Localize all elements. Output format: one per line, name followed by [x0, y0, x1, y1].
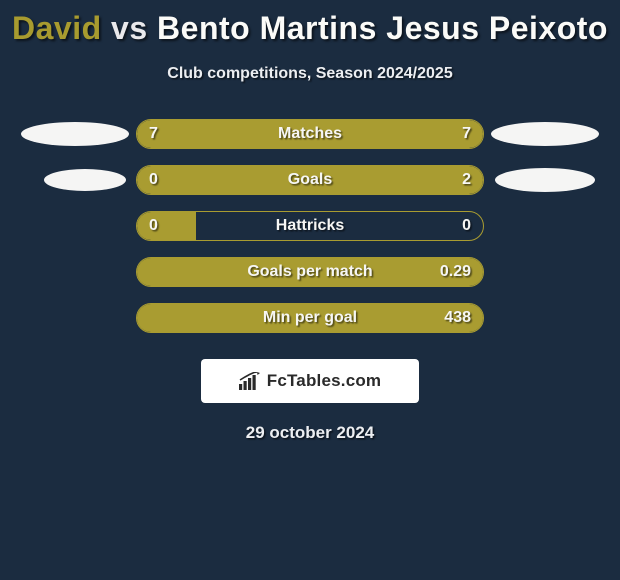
stat-row: 7 7 Matches: [0, 111, 620, 157]
player1-ellipse: [44, 169, 126, 191]
right-shape-slot: [490, 203, 600, 249]
stat-value-right: 0: [462, 217, 471, 235]
stat-value-right: 2: [462, 171, 471, 189]
page-title: David vs Bento Martins Jesus Peixoto: [0, 0, 620, 53]
right-shape-slot: [490, 111, 600, 157]
chart-icon: [239, 372, 261, 390]
date-text: 29 october 2024: [0, 423, 620, 443]
stat-bar: 0 2 Goals: [136, 165, 484, 195]
stat-bar: 0 0 Hattricks: [136, 211, 484, 241]
stat-label: Min per goal: [263, 309, 357, 327]
player1-ellipse: [21, 122, 129, 146]
stat-value-left: 0: [149, 217, 158, 235]
player2-ellipse: [491, 122, 599, 146]
stat-label: Hattricks: [276, 217, 344, 235]
right-shape-slot: [490, 295, 600, 341]
stat-value-left: 0: [149, 171, 158, 189]
stat-value-right: 0.29: [440, 263, 471, 281]
title-player2: Bento Martins Jesus Peixoto: [157, 10, 608, 46]
stat-row: 0.29 Goals per match: [0, 249, 620, 295]
left-shape-slot: [20, 203, 130, 249]
stat-value-left: 7: [149, 125, 158, 143]
left-shape-slot: [20, 111, 130, 157]
stat-row: 0 2 Goals: [0, 157, 620, 203]
right-shape-slot: [490, 249, 600, 295]
stat-label: Goals per match: [247, 263, 372, 281]
title-player1: David: [12, 10, 102, 46]
left-shape-slot: [20, 157, 130, 203]
title-separator: vs: [111, 10, 148, 46]
stat-bar: 438 Min per goal: [136, 303, 484, 333]
player2-ellipse: [495, 168, 595, 192]
stat-row: 0 0 Hattricks: [0, 203, 620, 249]
subtitle: Club competitions, Season 2024/2025: [0, 65, 620, 83]
stat-row: 438 Min per goal: [0, 295, 620, 341]
left-shape-slot: [20, 249, 130, 295]
left-shape-slot: [20, 295, 130, 341]
stat-bar: 0.29 Goals per match: [136, 257, 484, 287]
stat-label: Goals: [288, 171, 332, 189]
logo-box: FcTables.com: [201, 359, 419, 403]
stat-value-right: 438: [444, 309, 471, 327]
stat-value-right: 7: [462, 125, 471, 143]
stat-label: Matches: [278, 125, 342, 143]
stats-area: 7 7 Matches 0 2 Goals 0 0 Hattricks 0.29 Goals per…: [0, 111, 620, 341]
logo-text: FcTables.com: [267, 371, 382, 391]
stat-bar: 7 7 Matches: [136, 119, 484, 149]
right-shape-slot: [490, 157, 600, 203]
